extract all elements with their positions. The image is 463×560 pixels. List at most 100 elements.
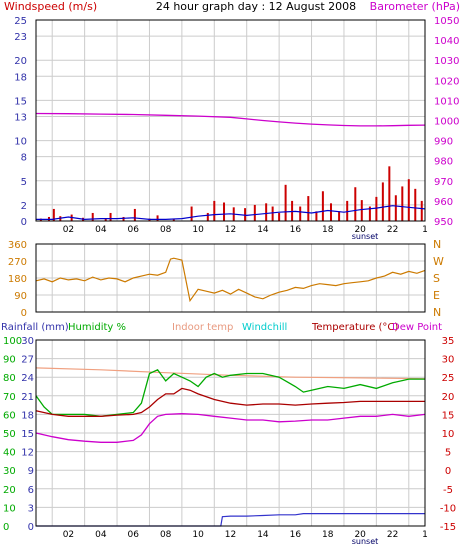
windspeed-tick-label: 13: [14, 112, 27, 123]
rainfall-tick-label: 0: [28, 522, 34, 533]
temperature-tick-label: 10: [442, 429, 455, 440]
wind-gust-bar: [122, 216, 125, 221]
wind-gust-bar: [206, 212, 209, 221]
temperature-tick-label: 25: [442, 373, 455, 384]
direction-tick-label: 270: [8, 257, 27, 268]
wind-gust-bar: [91, 212, 94, 221]
wind-gust-bar: [133, 208, 136, 221]
barometer-tick-label: 1030: [434, 56, 459, 67]
compass-label: N: [433, 306, 441, 319]
barometer-tick-label: 950: [434, 217, 453, 228]
humidity-tick-label: 50: [3, 429, 16, 440]
temperature-tick-label: 15: [442, 410, 455, 421]
rainfall-tick-label: 24: [21, 373, 34, 384]
compass-label: E: [433, 289, 440, 302]
wind-gust-bar: [223, 202, 226, 221]
rainfall-tick-label: 30: [21, 336, 34, 347]
rainfall-tick-label: 18: [21, 410, 34, 421]
rainfall-tick-label: 9: [28, 466, 34, 477]
compass-label: S: [433, 272, 440, 285]
temperature-tick-label: 30: [442, 355, 455, 366]
rainfall-tick-label: 3: [28, 503, 34, 514]
temp-x-tick-label: 20: [354, 530, 366, 540]
wind-gust-bar: [401, 186, 404, 221]
barometer-axis-label: Barometer (hPa): [370, 0, 460, 13]
dew-point-line: [35, 413, 426, 443]
barometer-tick-label: 1020: [434, 76, 459, 87]
wind-gust-bar: [244, 208, 247, 221]
wind-gust-bar: [354, 187, 357, 221]
barometer-tick-label: 990: [434, 137, 453, 148]
temperature-tick-label: -5: [443, 485, 453, 496]
wind-gust-bar: [271, 206, 274, 221]
windspeed-tick-label: 15: [14, 96, 27, 107]
rainfall-tick-label: 6: [28, 485, 34, 496]
indoor-temp-label: Indoor temp: [172, 322, 233, 333]
windspeed-tick-label: 8: [21, 153, 27, 164]
windspeed-tick-label: 18: [14, 72, 27, 83]
wind-x-tick-label: 1: [422, 225, 428, 235]
temperature-label: Temperature (°C): [311, 322, 398, 333]
barometer-tick-label: 1040: [434, 36, 459, 47]
wind-gust-bar: [172, 218, 175, 221]
wind-gust-bar: [338, 211, 341, 221]
barometer-tick-label: 1000: [434, 117, 459, 128]
wind-x-tick-label: 04: [95, 225, 107, 235]
temperature-line: [35, 387, 425, 417]
barometer-tick-label: 1010: [434, 96, 459, 107]
wind-x-tick-label: 16: [290, 225, 302, 235]
temperature-tick-label: 5: [445, 448, 451, 459]
wind-gust-bar: [156, 215, 159, 221]
temp-panel-frame: [35, 339, 426, 527]
wind-gust-bar: [375, 196, 378, 221]
temperature-tick-label: 0: [445, 466, 451, 477]
direction-tick-label: 0: [21, 308, 27, 319]
rainfall-tick-label: 21: [21, 392, 34, 403]
temperature-tick-label: -15: [440, 522, 456, 533]
wind-gust-bar: [265, 203, 268, 221]
wind-gust-bar: [414, 188, 417, 221]
wind-gust-bar: [291, 200, 294, 221]
wind-x-tick-label: 10: [192, 225, 204, 235]
compass-label: N: [433, 238, 441, 251]
wind-gust-bar: [407, 179, 410, 221]
windchill-label: Windchill: [242, 322, 287, 333]
wind-gust-bar: [368, 206, 371, 221]
wind-x-tick-label: 14: [257, 225, 269, 235]
temp-x-tick-label: 10: [192, 530, 204, 540]
wind-gust-bar: [284, 184, 287, 221]
windspeed-tick-label: 10: [14, 137, 27, 148]
wind-gust-bar: [388, 166, 391, 221]
barometer-line: [35, 112, 426, 127]
frame-layer: [35, 19, 426, 527]
windspeed-tick-label: 2: [21, 201, 27, 212]
temp-x-tick-label: 08: [160, 530, 172, 540]
barometer-tick-label: 980: [434, 157, 453, 168]
rainfall-axis-label: Rainfall (mm): [1, 322, 69, 333]
wind-x-tick-label: 22: [387, 225, 398, 235]
wind-gust-bar: [253, 204, 256, 221]
temperature-tick-label: -10: [440, 503, 456, 514]
humidity-tick-label: 30: [3, 466, 16, 477]
wind-average-line: [36, 205, 426, 221]
wind-gust-bar: [394, 195, 397, 221]
temp-x-tick-label: 14: [257, 530, 269, 540]
temperature-tick-label: 35: [442, 336, 455, 347]
humidity-tick-label: 70: [3, 392, 16, 403]
wind-x-tick-label: 20: [354, 225, 366, 235]
wind-gust-bar: [307, 196, 310, 221]
humidity-tick-label: 40: [3, 448, 16, 459]
temp-x-tick-label: 06: [128, 530, 140, 540]
wind-gust-bar: [360, 200, 363, 221]
temp-x-tick-label: 04: [95, 530, 107, 540]
rainfall-line: [36, 512, 425, 527]
wind-panel-frame: [35, 19, 426, 222]
wind-gust-bar: [315, 211, 318, 221]
wind-x-tick-label: 18: [322, 225, 334, 235]
wind-x-tick-label: 02: [63, 225, 74, 235]
wind-direction-line: [35, 257, 426, 303]
wind-gust-bar: [213, 200, 216, 221]
windspeed-tick-label: 23: [14, 32, 27, 43]
humidity-tick-label: 100: [3, 336, 22, 347]
wind-gust-bar: [381, 182, 384, 221]
